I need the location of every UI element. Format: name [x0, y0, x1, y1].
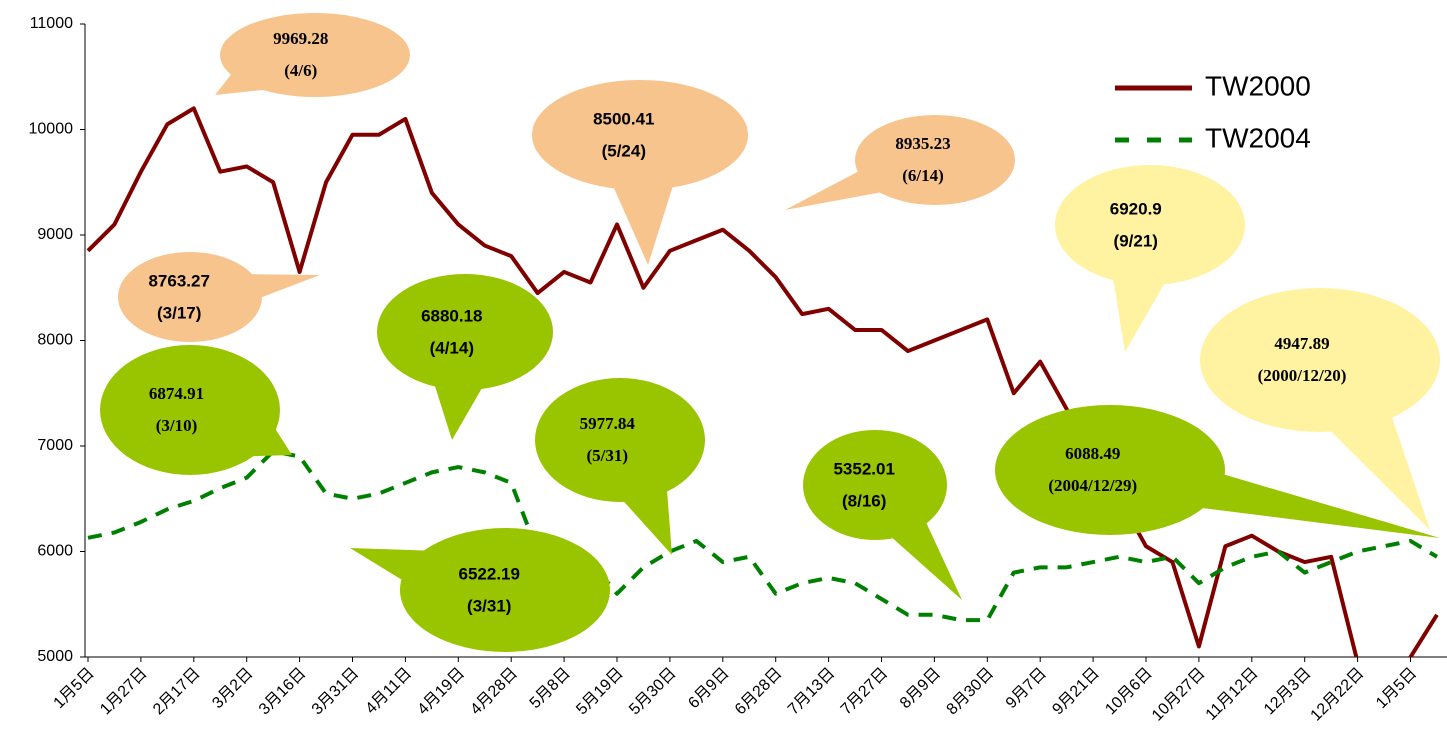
annotation-text: (4/6) — [284, 61, 317, 80]
x-tick-label: 9月7日 — [1003, 665, 1050, 712]
x-tick-label: 1月5日 — [51, 665, 98, 712]
x-tick-label: 12月3日 — [1261, 665, 1315, 719]
annotation-text: 6920.9 — [1110, 199, 1162, 218]
x-tick-label: 8月30日 — [944, 665, 998, 719]
annotation-text: (3/31) — [467, 596, 511, 615]
callout-bubble — [400, 528, 610, 652]
callout-bubble — [803, 430, 947, 540]
annotation-text: 6522.19 — [459, 564, 520, 583]
annotation-text: 6880.18 — [421, 306, 482, 325]
annotation-text: (5/24) — [602, 141, 646, 160]
legend-label: TW2004 — [1205, 122, 1311, 153]
callout-bubble — [118, 252, 262, 342]
y-tick-label: 9000 — [37, 226, 73, 243]
series-line — [87, 449, 1438, 623]
y-tick-label: 5000 — [37, 648, 73, 665]
x-tick-label: 11月12日 — [1203, 665, 1262, 724]
callout-bubble — [100, 345, 280, 475]
callout-bubble — [855, 115, 1015, 205]
x-tick-label: 1月27日 — [97, 665, 151, 719]
annotation-text: (6/14) — [902, 166, 944, 185]
annotation-text: 5977.84 — [580, 414, 636, 433]
annotation-text: 5352.01 — [833, 459, 894, 478]
callout-tail — [215, 71, 269, 95]
x-tick-label: 7月13日 — [785, 665, 839, 719]
x-tick-label: 12月22日 — [1308, 665, 1368, 725]
y-tick-label: 10000 — [29, 121, 74, 138]
annotation-text: 8935.23 — [895, 134, 950, 153]
annotation-text: (4/14) — [430, 338, 474, 357]
x-tick-label: 4月19日 — [415, 665, 469, 719]
callout-bubble — [1055, 165, 1245, 285]
x-tick-label: 5月30日 — [626, 665, 680, 719]
callout-tail — [1112, 276, 1166, 352]
x-tick-label: 3月16日 — [256, 665, 310, 719]
callout-bubble — [532, 80, 748, 190]
x-tick-label: 10月27日 — [1149, 665, 1209, 725]
legend-label: TW2000 — [1205, 70, 1311, 101]
x-tick-label: 6月28日 — [732, 665, 786, 719]
callout-tail — [621, 487, 672, 555]
annotation-text: (9/21) — [1114, 231, 1158, 250]
y-tick-label: 6000 — [37, 543, 73, 560]
annotation-text: 8763.27 — [148, 271, 209, 290]
y-tick-label: 8000 — [37, 332, 73, 349]
annotation-text: 9969.28 — [273, 29, 328, 48]
callout-tail — [890, 520, 962, 600]
annotation-text: (2004/12/29) — [1048, 476, 1137, 495]
x-tick-label: 10月6日 — [1102, 665, 1156, 719]
plot-area — [86, 106, 1439, 657]
x-tick-label: 9月21日 — [1049, 665, 1103, 719]
x-tick-label: 1月5日 — [1373, 665, 1420, 712]
annotation-text: (5/31) — [586, 446, 628, 465]
annotation-text: (2000/12/20) — [1258, 366, 1347, 385]
callout-bubble — [377, 274, 553, 390]
series-line — [86, 106, 1439, 657]
callout-bubble — [1200, 288, 1440, 432]
callout-tail — [1196, 473, 1440, 538]
x-tick-label: 3月2日 — [209, 665, 256, 712]
x-tick-label: 4月11日 — [363, 665, 416, 718]
annotation-text: (3/17) — [157, 303, 201, 322]
callout-bubble — [995, 405, 1225, 535]
x-tick-label: 5月8日 — [527, 665, 574, 712]
annotation-text: 6088.49 — [1065, 444, 1120, 463]
x-tick-label: 8月9日 — [897, 665, 944, 712]
callout-bubble — [535, 378, 705, 502]
x-tick-label: 2月17日 — [150, 665, 204, 719]
y-tick-label: 11000 — [30, 15, 73, 32]
callout-tail — [434, 383, 484, 440]
x-tick-label: 5月19日 — [573, 665, 627, 719]
y-tick-label: 7000 — [37, 437, 73, 454]
callout-tail — [1328, 413, 1430, 530]
x-tick-label: 4月28日 — [467, 665, 521, 719]
x-tick-label: 6月9日 — [685, 665, 732, 712]
callout-tail — [612, 184, 674, 265]
x-tick-label: 3月31日 — [309, 665, 363, 719]
callout-bubble — [220, 13, 410, 97]
x-tick-label: 7月27日 — [838, 665, 892, 719]
callout-tail — [785, 169, 884, 210]
annotation-text: 4947.89 — [1274, 334, 1329, 353]
annotation-text: (8/16) — [842, 491, 886, 510]
callout-tail — [247, 274, 320, 299]
annotation-text: 6874.91 — [149, 384, 204, 403]
annotation-text: 8500.41 — [593, 109, 654, 128]
annotation-text: (3/10) — [156, 416, 198, 435]
